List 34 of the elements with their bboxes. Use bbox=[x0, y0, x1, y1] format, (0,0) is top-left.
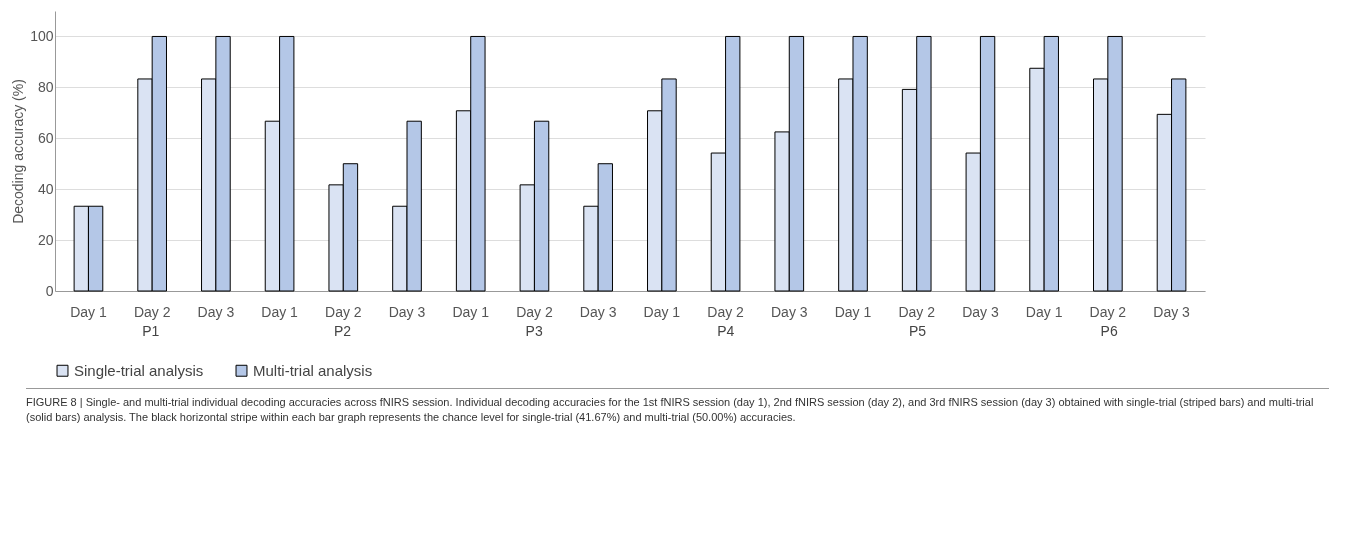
x-tick-label: Day 2 bbox=[1089, 303, 1127, 320]
x-tick-label: Day 3 bbox=[962, 303, 999, 320]
x-tick-label: Day 3 bbox=[770, 303, 808, 320]
x-tick-label: Day 2 bbox=[898, 303, 936, 320]
y-tick-label: 60 bbox=[37, 129, 54, 146]
y-tick-label: 20 bbox=[37, 231, 54, 248]
x-tick-label: Day 3 bbox=[197, 303, 235, 320]
text: P5 bbox=[908, 323, 927, 339]
y-axis-title: Decoding accuracy (%) bbox=[10, 79, 27, 224]
text: P4 bbox=[717, 323, 735, 339]
x-tick-label: Day 2 bbox=[516, 303, 553, 320]
text: P3 bbox=[525, 323, 543, 339]
y-tick-label: 40 bbox=[37, 180, 54, 197]
legend-label: Single-trial analysis bbox=[74, 361, 204, 379]
x-tick-label: Day 2 bbox=[325, 303, 362, 320]
y-tick-label: 0 bbox=[45, 282, 54, 299]
x-tick-label: Day 1 bbox=[452, 303, 490, 320]
caption: FIGURE 8 | Single- and multi-trial individual decoding accuracies across fNIRS session. Individual decoding accuracies for the 1st fNIRS session (day 1), 2nd fNIRS session (day 2), and 3rd fNIRS session (day 3) obtained with single-trial (striped bars) and multi-trial (solid bars) analysis. The black horizontal stripe within each bar graph represents the chance level for single-trial (41.67%) and multi-trial (50.00%) accuracies. bbox=[26, 388, 1329, 426]
y-tick-label: 80 bbox=[37, 78, 54, 95]
text: P2 bbox=[333, 323, 352, 339]
x-tick-label: Day 1 bbox=[834, 303, 872, 320]
x-tick-label: Day 3 bbox=[388, 303, 426, 320]
legend-label: Multi-trial analysis bbox=[253, 361, 373, 379]
x-tick-label: Day 1 bbox=[261, 303, 299, 320]
x-tick-label: Day 2 bbox=[133, 303, 171, 320]
x-tick-label: Day 3 bbox=[1153, 303, 1191, 320]
x-tick-label: Day 1 bbox=[70, 303, 107, 320]
text: P6 bbox=[1100, 323, 1118, 339]
x-tick-label: Day 1 bbox=[1025, 303, 1063, 320]
y-tick-label: 100 bbox=[30, 27, 54, 44]
x-tick-label: Day 3 bbox=[579, 303, 617, 320]
x-tick-label: Day 1 bbox=[643, 303, 681, 320]
text: P1 bbox=[142, 323, 160, 339]
x-tick-label: Day 2 bbox=[707, 303, 745, 320]
